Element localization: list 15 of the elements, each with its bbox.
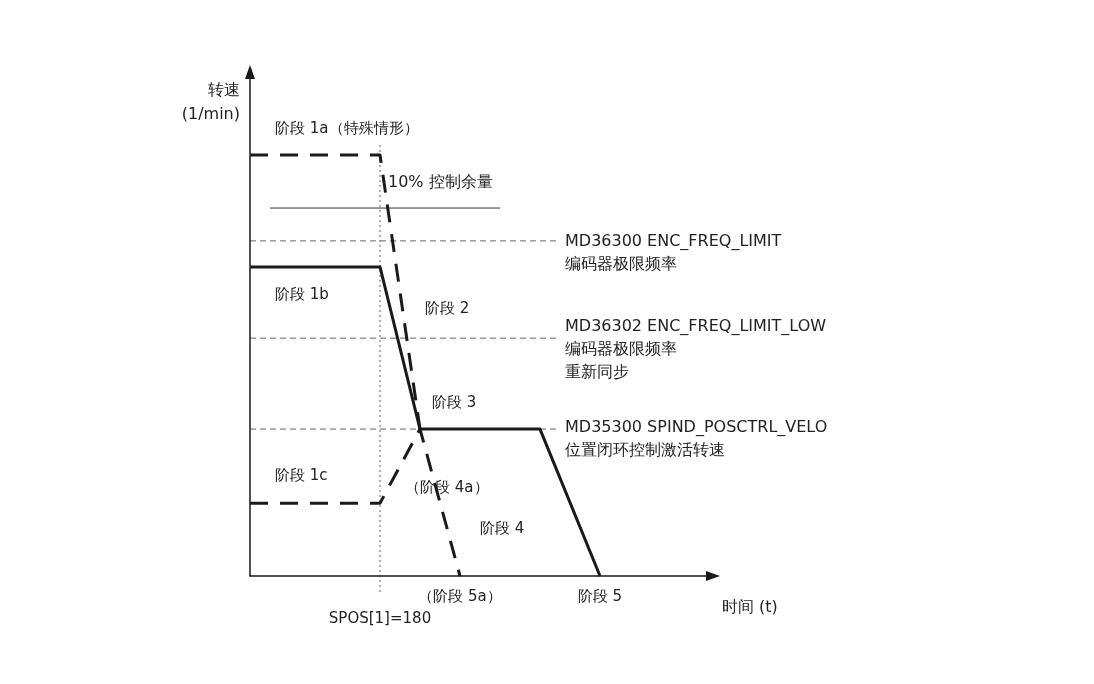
annotation: 阶段 1c xyxy=(275,465,328,484)
x-tick-label: SPOS[1]=180 xyxy=(328,608,432,627)
ref-line-label: 10% 控制余量 xyxy=(388,172,493,192)
ref-line-label: MD36300 ENC_FREQ_LIMIT 编码器极限频率 xyxy=(565,230,782,273)
y-axis-title: 转速 (1/min) xyxy=(181,79,240,123)
x-axis-title: 时间 (t) xyxy=(722,596,778,616)
annotation: 阶段 3 xyxy=(432,392,477,411)
annotation: 阶段 2 xyxy=(425,298,470,317)
ref-line-label: MD36302 ENC_FREQ_LIMIT_LOW 编码器极限频率重新同步 xyxy=(565,316,827,382)
annotation: 阶段 1b xyxy=(275,284,329,303)
annotation: 阶段 4 xyxy=(480,518,525,537)
text: 阶段 1a（特殊情形） xyxy=(275,118,419,137)
ref-line-label: MD35300 SPIND_POSCTRL_VELO 位置闭环控制激活转速 xyxy=(565,417,828,460)
x-tick-label: 阶段 5 xyxy=(577,586,623,605)
x-tick-label: （阶段 5a） xyxy=(418,586,502,605)
